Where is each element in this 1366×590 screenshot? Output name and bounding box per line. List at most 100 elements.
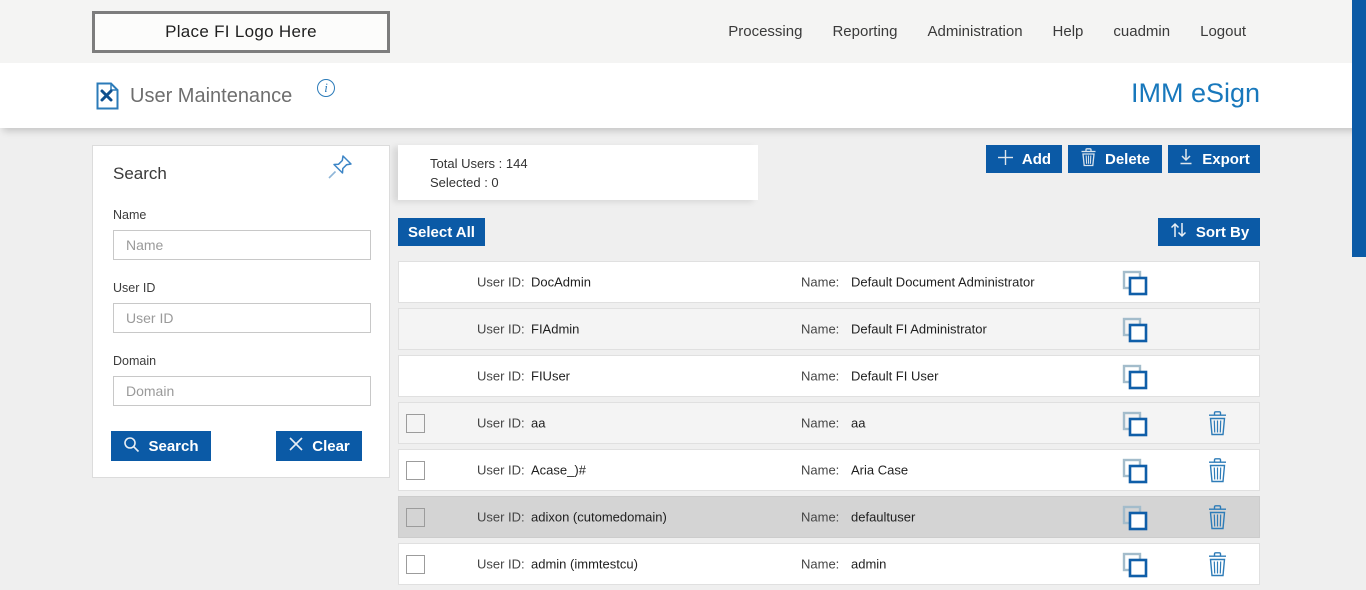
user-id-value: admin (immtestcu) bbox=[531, 557, 638, 572]
add-button-label: Add bbox=[1022, 151, 1051, 168]
delete-button[interactable]: Delete bbox=[1068, 145, 1162, 173]
table-row[interactable]: User ID: admin (immtestcu) Name: admin bbox=[398, 543, 1260, 585]
brand-title: IMM eSign bbox=[1131, 78, 1260, 109]
user-id-label: User ID: bbox=[477, 275, 525, 290]
name-label: Name: bbox=[801, 275, 839, 290]
nav-username[interactable]: cuadmin bbox=[1113, 23, 1170, 40]
user-id-label: User ID: bbox=[477, 463, 525, 478]
user-id-value: FIAdmin bbox=[531, 322, 579, 337]
user-id-label: User ID: bbox=[477, 416, 525, 431]
summary-card: Total Users : 144 Selected : 0 bbox=[398, 145, 758, 200]
name-label: Name: bbox=[801, 322, 839, 337]
info-icon[interactable]: i bbox=[317, 79, 335, 97]
copy-icon[interactable] bbox=[1121, 457, 1148, 490]
copy-icon[interactable] bbox=[1121, 316, 1148, 349]
table-row[interactable]: User ID: adixon (cutomedomain) Name: def… bbox=[398, 496, 1260, 538]
user-list: User ID: DocAdmin Name: Default Document… bbox=[398, 261, 1260, 590]
row-checkbox[interactable] bbox=[406, 508, 425, 527]
top-navigation: Processing Reporting Administration Help… bbox=[728, 0, 1246, 63]
sort-icon bbox=[1169, 221, 1188, 243]
delete-row-icon[interactable] bbox=[1207, 458, 1228, 488]
export-icon bbox=[1178, 148, 1194, 170]
select-all-button-label: Select All bbox=[408, 224, 475, 241]
name-value: Default FI Administrator bbox=[851, 322, 987, 337]
table-row[interactable]: User ID: Acase_)# Name: Aria Case bbox=[398, 449, 1260, 491]
user-id-value: aa bbox=[531, 416, 545, 431]
name-label: Name: bbox=[801, 416, 839, 431]
row-checkbox[interactable] bbox=[406, 461, 425, 480]
user-id-label: User ID: bbox=[477, 510, 525, 525]
name-value: admin bbox=[851, 557, 886, 572]
search-button[interactable]: Search bbox=[111, 431, 211, 461]
title-band: User Maintenance i IMM eSign bbox=[0, 63, 1366, 128]
copy-icon[interactable] bbox=[1121, 269, 1148, 302]
trash-icon bbox=[1080, 148, 1097, 171]
nav-administration[interactable]: Administration bbox=[928, 23, 1023, 40]
name-value: aa bbox=[851, 416, 865, 431]
action-buttons: Add Delete bbox=[986, 145, 1260, 173]
copy-icon[interactable] bbox=[1121, 410, 1148, 443]
name-value: defaultuser bbox=[851, 510, 915, 525]
selected-count-text: Selected : 0 bbox=[430, 173, 758, 192]
user-id-label: User ID: bbox=[477, 369, 525, 384]
domain-field-label: Domain bbox=[113, 354, 156, 368]
nav-reporting[interactable]: Reporting bbox=[832, 23, 897, 40]
user-id-label: User ID: bbox=[477, 557, 525, 572]
nav-logout[interactable]: Logout bbox=[1200, 23, 1246, 40]
search-button-label: Search bbox=[148, 438, 198, 455]
fi-logo-placeholder: Place FI Logo Here bbox=[92, 11, 390, 53]
copy-icon[interactable] bbox=[1121, 504, 1148, 537]
table-row[interactable]: User ID: FIUser Name: Default FI User bbox=[398, 355, 1260, 397]
top-bar: Place FI Logo Here Processing Reporting … bbox=[0, 0, 1366, 63]
clear-button-label: Clear bbox=[312, 438, 350, 455]
select-all-button[interactable]: Select All bbox=[398, 218, 485, 246]
clear-icon bbox=[288, 436, 304, 456]
row-checkbox[interactable] bbox=[406, 555, 425, 574]
scrollbar-track[interactable] bbox=[1352, 0, 1366, 589]
search-panel: Search Name User ID Domain Search Clear bbox=[92, 145, 390, 478]
user-maintenance-main: Total Users : 144 Selected : 0 Add bbox=[398, 145, 1260, 589]
nav-processing[interactable]: Processing bbox=[728, 23, 802, 40]
search-panel-title: Search bbox=[113, 164, 167, 184]
export-button-label: Export bbox=[1202, 151, 1250, 168]
delete-row-icon[interactable] bbox=[1207, 552, 1228, 582]
table-row[interactable]: User ID: DocAdmin Name: Default Document… bbox=[398, 261, 1260, 303]
user-id-value: DocAdmin bbox=[531, 275, 591, 290]
sort-by-button-label: Sort By bbox=[1196, 224, 1249, 241]
search-icon bbox=[123, 436, 140, 457]
user-id-value: FIUser bbox=[531, 369, 570, 384]
name-input[interactable] bbox=[113, 230, 371, 260]
fi-logo-text: Place FI Logo Here bbox=[165, 22, 317, 42]
sort-by-button[interactable]: Sort By bbox=[1158, 218, 1260, 246]
user-id-input[interactable] bbox=[113, 303, 371, 333]
name-label: Name: bbox=[801, 510, 839, 525]
total-users-text: Total Users : 144 bbox=[430, 154, 758, 173]
name-value: Default Document Administrator bbox=[851, 275, 1035, 290]
table-row[interactable]: User ID: aa Name: aa bbox=[398, 402, 1260, 444]
domain-input[interactable] bbox=[113, 376, 371, 406]
user-id-label: User ID: bbox=[477, 322, 525, 337]
delete-row-icon[interactable] bbox=[1207, 505, 1228, 535]
copy-icon[interactable] bbox=[1121, 363, 1148, 396]
user-id-value: Acase_)# bbox=[531, 463, 586, 478]
name-label: Name: bbox=[801, 557, 839, 572]
user-maintenance-page-icon bbox=[96, 82, 119, 115]
pin-icon[interactable] bbox=[325, 152, 355, 189]
row-checkbox[interactable] bbox=[406, 414, 425, 433]
delete-button-label: Delete bbox=[1105, 151, 1150, 168]
copy-icon[interactable] bbox=[1121, 551, 1148, 584]
user-id-field-label: User ID bbox=[113, 281, 155, 295]
export-button[interactable]: Export bbox=[1168, 145, 1260, 173]
table-row[interactable]: User ID: FIAdmin Name: Default FI Admini… bbox=[398, 308, 1260, 350]
delete-row-icon[interactable] bbox=[1207, 411, 1228, 441]
add-button[interactable]: Add bbox=[986, 145, 1062, 173]
name-field-label: Name bbox=[113, 208, 146, 222]
name-label: Name: bbox=[801, 369, 839, 384]
plus-icon bbox=[997, 149, 1014, 170]
nav-help[interactable]: Help bbox=[1053, 23, 1084, 40]
clear-button[interactable]: Clear bbox=[276, 431, 362, 461]
name-label: Name: bbox=[801, 463, 839, 478]
user-id-value: adixon (cutomedomain) bbox=[531, 510, 667, 525]
scrollbar-thumb[interactable] bbox=[1352, 0, 1366, 257]
name-value: Default FI User bbox=[851, 369, 938, 384]
